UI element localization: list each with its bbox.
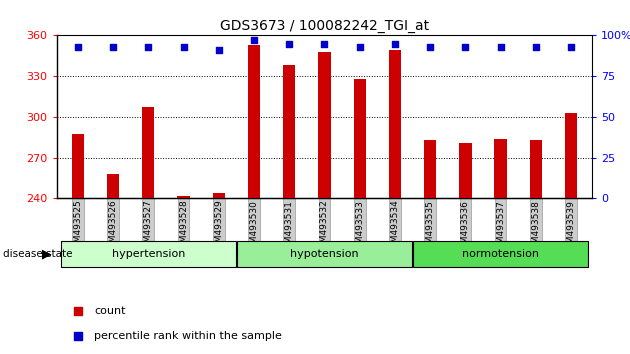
Text: disease state: disease state [3,249,72,259]
Bar [248,45,260,198]
Bar [565,113,577,198]
Point [284,41,294,46]
Point [461,44,471,50]
Bar [495,138,507,198]
Text: hypotension: hypotension [290,249,358,259]
Point [566,44,576,50]
Bar [424,140,437,198]
Point [425,44,435,50]
Text: percentile rank within the sample: percentile rank within the sample [94,331,282,341]
Text: hypertension: hypertension [112,249,185,259]
FancyBboxPatch shape [237,241,412,267]
Point [73,44,83,50]
Point [249,38,259,43]
Bar [72,135,84,198]
Point [531,44,541,50]
Point [319,41,329,46]
Bar [389,50,401,198]
Bar [530,140,542,198]
Point [178,44,188,50]
Bar [178,195,190,198]
Bar [318,52,331,198]
Bar [212,193,225,198]
Point [73,308,83,314]
Point [390,41,400,46]
Bar [459,143,471,198]
FancyBboxPatch shape [413,241,588,267]
Point [355,44,365,50]
Bar [283,65,295,198]
Bar [107,174,119,198]
Point [108,44,118,50]
Text: ▶: ▶ [42,248,52,261]
Point [496,44,506,50]
Text: count: count [94,306,125,316]
Point [143,44,153,50]
Point [214,47,224,53]
Title: GDS3673 / 100082242_TGI_at: GDS3673 / 100082242_TGI_at [220,19,429,33]
Point [73,333,83,339]
Bar [353,79,366,198]
Text: normotension: normotension [462,249,539,259]
Bar [142,107,154,198]
FancyBboxPatch shape [61,241,236,267]
